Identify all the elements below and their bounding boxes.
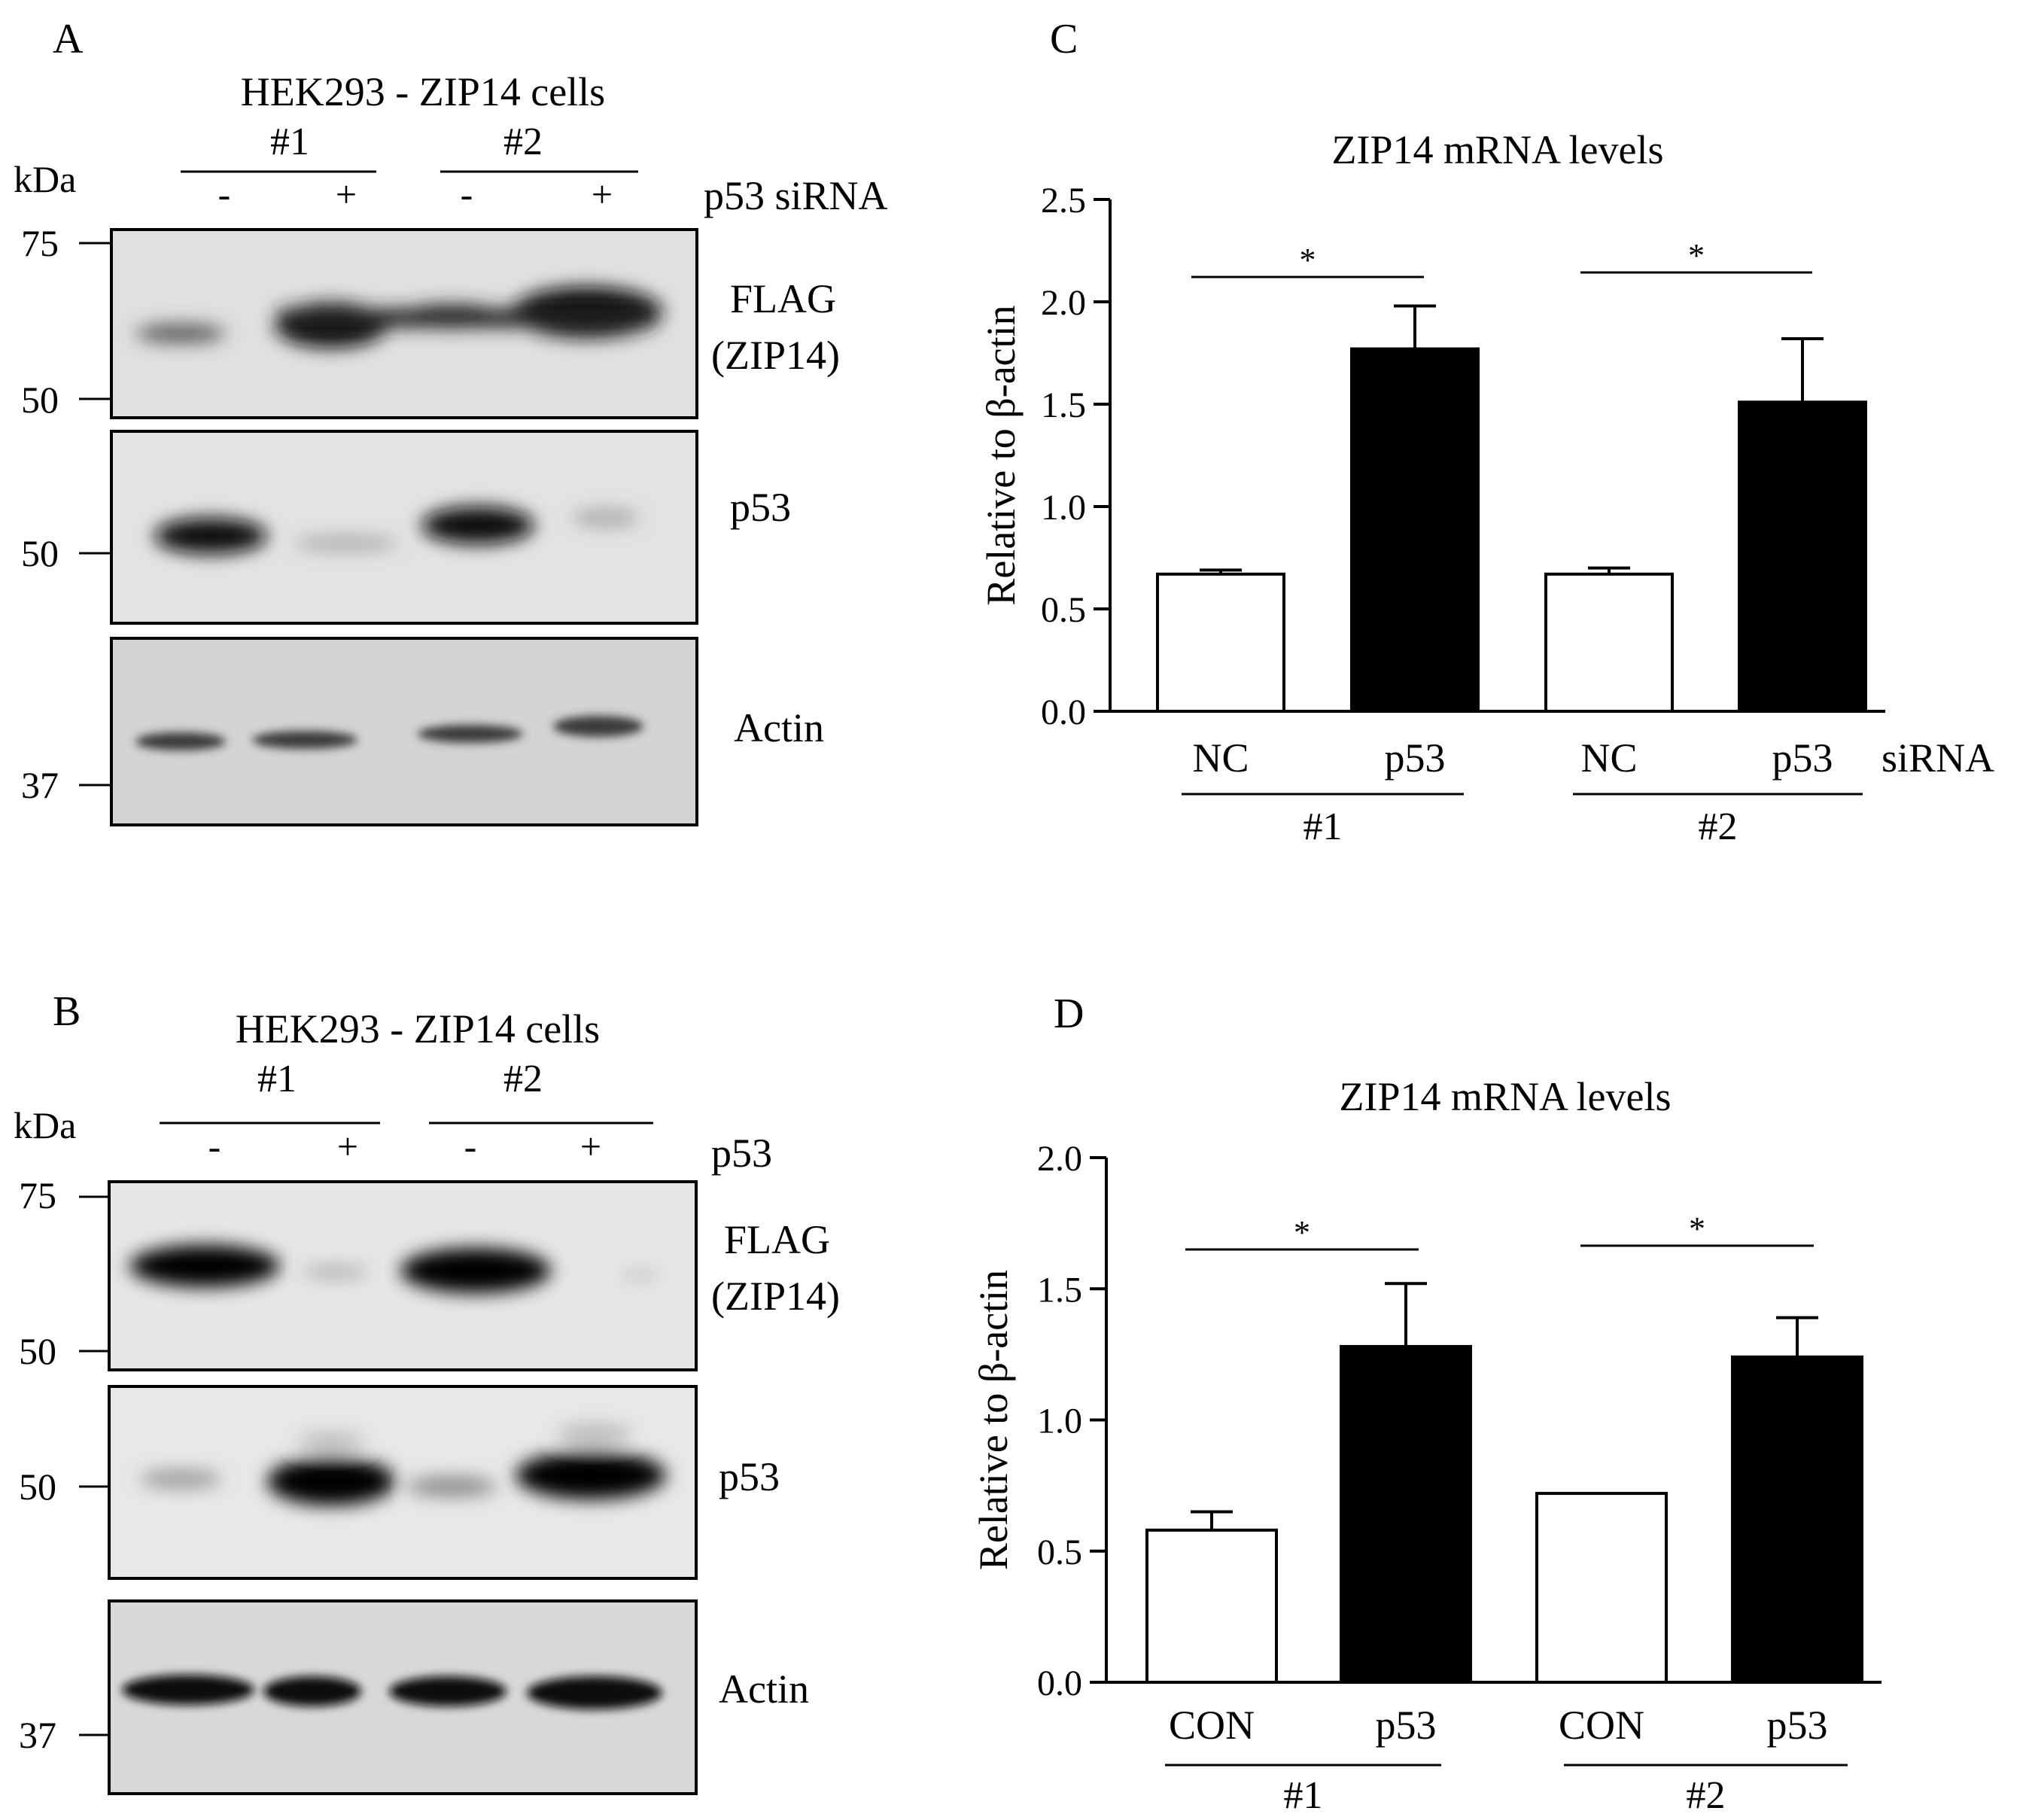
- panel-b-marker-50-p53: 50: [19, 1465, 56, 1508]
- significance-label: *: [1300, 242, 1316, 278]
- panel-b-treatment-label: p53: [711, 1131, 772, 1176]
- y-tick-label: 1.0: [1037, 1402, 1082, 1441]
- panel-a-p53-label: p53: [730, 485, 791, 530]
- bar: [1156, 572, 1285, 714]
- y-tick-label: 0.5: [1037, 1532, 1082, 1572]
- panel-a-cell-label: HEK293 - ZIP14 cells: [241, 69, 605, 114]
- bar: [1145, 1528, 1278, 1684]
- panel-a-kda-label: kDa: [14, 158, 76, 200]
- panel-a-marker-37: 37: [21, 764, 59, 806]
- x-tick-label: NC: [1192, 735, 1249, 781]
- x-tick-label: CON: [1169, 1703, 1255, 1748]
- bar: [1350, 347, 1480, 713]
- x-tick-label: p53: [1385, 735, 1446, 781]
- significance-label: *: [1689, 1210, 1705, 1247]
- panel-b-lane-sign-3: -: [464, 1125, 477, 1167]
- panel-b-blot-actin: 37 Actin: [19, 1599, 809, 1795]
- panel-c: C ZIP14 mRNA levels Relative to β-actin 0.…: [978, 16, 1994, 848]
- y-tick-label: 2.5: [1041, 181, 1086, 221]
- chart-c: ZIP14 mRNA levels Relative to β-actin 0.0 0…: [978, 127, 1994, 848]
- x-tick-label: p53: [1376, 1703, 1437, 1748]
- bar: [1738, 400, 1867, 714]
- panel-a-flag-label-line1: FLAG: [730, 276, 836, 321]
- panel-a-marker-75: 75: [21, 222, 59, 264]
- panel-a-blot-p53: 50 p53: [21, 430, 791, 625]
- significance-label: *: [1688, 237, 1705, 274]
- panel-b-flag-label-line1: FLAG: [724, 1217, 830, 1262]
- panel-b-lane-sign-2: +: [337, 1125, 358, 1167]
- chart-title: ZIP14 mRNA levels: [1332, 127, 1664, 172]
- panel-a-group-1-label: #1: [270, 120, 309, 163]
- panel-b-marker-37: 37: [19, 1714, 56, 1756]
- panel-a-blot-actin: 37 Actin: [21, 637, 824, 826]
- x-axis-label: siRNA: [1881, 735, 1994, 781]
- y-tick-label: 0.0: [1037, 1663, 1082, 1703]
- x-tick-label: NC: [1580, 735, 1637, 781]
- y-tick-label: 1.5: [1041, 385, 1086, 425]
- panel-b-lane-sign-1: -: [208, 1125, 221, 1167]
- y-tick-label: 2.0: [1037, 1139, 1082, 1179]
- panel-b-blot-flag: 75 50 FLAG (ZIP14): [19, 1174, 840, 1372]
- group-label: #2: [1699, 805, 1738, 848]
- y-tick-label: 1.0: [1041, 488, 1086, 528]
- bar: [1535, 1492, 1668, 1684]
- panel-d: D ZIP14 mRNA levels Relative to β-actin 0.…: [971, 991, 1881, 1817]
- panel-a-blot-flag: 75 50 FLAG (ZIP14): [21, 222, 840, 421]
- panel-b-marker-50-flag: 50: [19, 1330, 56, 1372]
- panel-b-cell-label: HEK293 - ZIP14 cells: [236, 1006, 600, 1052]
- panel-b-group-1-label: #1: [257, 1058, 297, 1100]
- panel-a-group-2-label: #2: [503, 120, 543, 163]
- y-tick-label: 0.5: [1041, 590, 1086, 630]
- panel-a-lane-sign-1: -: [218, 173, 231, 215]
- panel-a-actin-label: Actin: [734, 705, 824, 750]
- group-label: #1: [1284, 1774, 1323, 1817]
- panel-b-blot-p53: 50 p53: [19, 1385, 780, 1580]
- panel-a-flag-label-line2: (ZIP14): [711, 333, 840, 378]
- panel-a-marker-50-p53: 50: [21, 532, 59, 574]
- y-tick-label: 2.0: [1041, 283, 1086, 323]
- bar: [1544, 572, 1674, 714]
- group-label: #2: [1687, 1774, 1726, 1817]
- panel-b-group-2-label: #2: [503, 1058, 543, 1100]
- panel-b-kda-label: kDa: [14, 1104, 76, 1146]
- x-tick-label: p53: [1772, 735, 1833, 781]
- panel-a-lane-sign-2: +: [336, 173, 357, 215]
- panel-a-lane-sign-4: +: [592, 173, 613, 215]
- y-axis-label: Relative to β-actin: [978, 305, 1024, 605]
- panel-a-treatment-label: p53 siRNA: [704, 173, 888, 218]
- panel-b: B HEK293 - ZIP14 cells #1 #2 kDa - + - +…: [14, 988, 840, 1795]
- panel-a: A HEK293 - ZIP14 cells #1 #2 kDa - + - +…: [14, 16, 888, 826]
- chart-title: ZIP14 mRNA levels: [1340, 1074, 1672, 1119]
- bar: [1731, 1355, 1863, 1684]
- panel-d-letter: D: [1054, 991, 1084, 1037]
- panel-a-letter: A: [53, 16, 84, 62]
- x-tick-label: p53: [1767, 1703, 1828, 1748]
- group-label: #1: [1303, 805, 1343, 848]
- chart-d: ZIP14 mRNA levels Relative to β-actin 0.0 0…: [971, 1074, 1881, 1817]
- panel-b-p53-label: p53: [719, 1454, 780, 1499]
- x-tick-label: CON: [1559, 1703, 1644, 1748]
- y-tick-label: 1.5: [1037, 1270, 1082, 1310]
- panel-b-lane-sign-4: +: [580, 1125, 601, 1167]
- y-tick-label: 0.0: [1041, 692, 1086, 732]
- panel-a-lane-sign-3: -: [461, 173, 473, 215]
- panel-c-letter: C: [1050, 16, 1078, 62]
- y-axis-label: Relative to β-actin: [971, 1270, 1016, 1570]
- bar: [1340, 1344, 1472, 1685]
- panel-b-marker-75: 75: [19, 1174, 56, 1216]
- significance-label: *: [1294, 1214, 1310, 1251]
- panel-b-letter: B: [53, 988, 81, 1035]
- panel-a-marker-50-flag: 50: [21, 379, 59, 421]
- panel-b-actin-label: Actin: [719, 1666, 809, 1712]
- panel-b-flag-label-line2: (ZIP14): [711, 1274, 840, 1319]
